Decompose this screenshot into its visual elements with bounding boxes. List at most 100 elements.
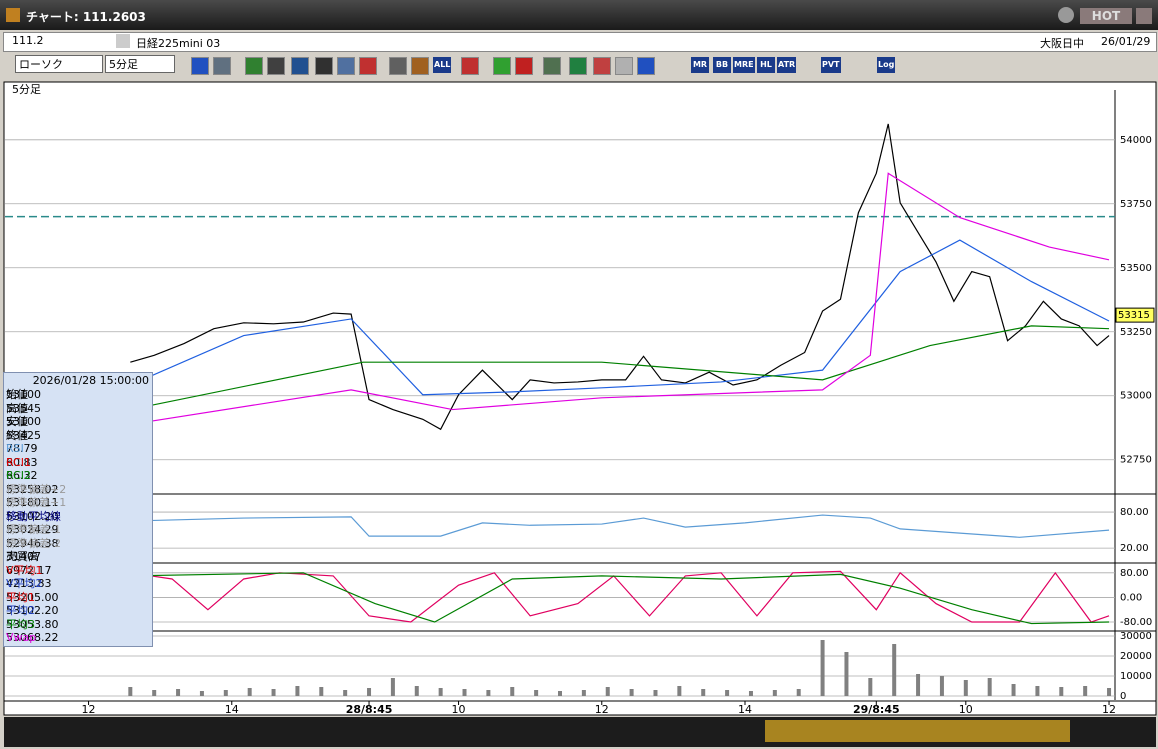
series-line bbox=[130, 514, 1110, 538]
interval-select[interactable]: 5分足 bbox=[105, 55, 175, 73]
chart-frame bbox=[3, 81, 1157, 716]
x-tick-label: 14 bbox=[738, 703, 752, 716]
session: 大阪日中 bbox=[1040, 37, 1084, 50]
pane-label: 5分足 bbox=[12, 83, 41, 96]
symbol-name: 日経225mini 03 bbox=[136, 37, 221, 50]
info-value: 53024.29 bbox=[6, 523, 59, 536]
last-price-box bbox=[1115, 307, 1155, 323]
toolbar-icon[interactable] bbox=[593, 57, 611, 75]
chart-type-select[interactable]: ローソク bbox=[15, 55, 103, 73]
info-value: 31407 bbox=[6, 550, 41, 563]
y-tick-label: 20000 bbox=[1120, 651, 1152, 662]
volume-bar bbox=[462, 689, 467, 696]
x-tick-label: 29/8:45 bbox=[853, 703, 900, 716]
info-row: 終値 53425 bbox=[6, 429, 150, 442]
toolbar-icon[interactable] bbox=[461, 57, 479, 75]
volume-bar bbox=[1107, 688, 1112, 696]
volume-bar bbox=[987, 678, 992, 696]
toolbar-icon[interactable] bbox=[637, 57, 655, 75]
info-row: 売買高 31407 bbox=[6, 550, 150, 563]
toolbar-icon[interactable] bbox=[291, 57, 309, 75]
toolbar-icon[interactable] bbox=[359, 57, 377, 75]
info-value: 53205.00 bbox=[6, 590, 59, 604]
info-value: 53545 bbox=[6, 401, 41, 415]
volume-bar bbox=[1035, 686, 1040, 696]
info-value: 60.83 bbox=[6, 455, 38, 469]
info-value: 6972.17 bbox=[6, 563, 52, 577]
toolbar-button[interactable]: PVT bbox=[821, 57, 841, 73]
x-tick-label: 12 bbox=[595, 703, 609, 716]
info-label: 標準偏差-2 bbox=[6, 536, 61, 550]
info-row: 平均1 53205.00 bbox=[6, 591, 150, 604]
symbol-input[interactable]: 111.2 bbox=[9, 33, 117, 49]
volume-bar bbox=[939, 676, 944, 696]
volume-bar bbox=[701, 689, 706, 696]
volume-bar bbox=[1011, 684, 1016, 696]
toolbar-icon[interactable] bbox=[191, 57, 209, 75]
volume-bar bbox=[510, 687, 515, 696]
toolbar-button[interactable]: MRE bbox=[733, 57, 755, 73]
info-row: RCI1 60.83 bbox=[6, 456, 150, 469]
info-panel: 2026/01/28 15:00:00 始値 53100 高値 53545 安値 5310… bbox=[3, 372, 153, 647]
toolbar-button[interactable]: ALL bbox=[433, 57, 452, 73]
toolbar-icon[interactable] bbox=[615, 57, 633, 75]
toolbar-icon[interactable] bbox=[213, 57, 231, 75]
volume-bar bbox=[748, 691, 753, 696]
info-label: RCI1 bbox=[6, 455, 32, 469]
toolbar-icon[interactable] bbox=[569, 57, 587, 75]
volume-bar bbox=[796, 689, 801, 696]
info-label: 標準偏差+1 bbox=[6, 496, 67, 509]
toolbar-icon[interactable] bbox=[245, 57, 263, 75]
hot-button[interactable]: HOT bbox=[1080, 8, 1132, 24]
toolbar-icon[interactable] bbox=[515, 57, 533, 75]
volume-bar bbox=[414, 686, 419, 696]
toolbar-button[interactable]: Log bbox=[877, 57, 896, 73]
toolbar-icon[interactable] bbox=[543, 57, 561, 75]
y-tick-label: -80.00 bbox=[1120, 617, 1152, 628]
toolbar-button[interactable]: MR bbox=[691, 57, 709, 73]
info-label: V平均2 bbox=[6, 577, 43, 590]
dropdown-button[interactable] bbox=[116, 34, 130, 48]
toolbar-icon[interactable] bbox=[389, 57, 407, 75]
x-tick-label: 14 bbox=[225, 703, 239, 716]
y-tick-label: 10000 bbox=[1120, 671, 1152, 682]
volume-bar bbox=[629, 689, 634, 696]
volume-bar bbox=[677, 686, 682, 696]
scroll-thumb[interactable] bbox=[765, 720, 1070, 742]
info-value: 53102.20 bbox=[6, 509, 59, 523]
toolbar-icon[interactable] bbox=[315, 57, 333, 75]
help-button[interactable] bbox=[1058, 7, 1074, 23]
volume-bar bbox=[725, 690, 730, 696]
info-value: 53068.22 bbox=[6, 631, 59, 644]
y-tick-label: 80.00 bbox=[1120, 568, 1149, 579]
toolbar-icon[interactable] bbox=[411, 57, 429, 75]
x-tick-label: 10 bbox=[959, 703, 973, 716]
info-value: 53425 bbox=[6, 428, 41, 442]
info-value: 52946.38 bbox=[6, 536, 59, 550]
toolbar-icon[interactable] bbox=[267, 57, 285, 75]
toolbar-icon[interactable] bbox=[493, 57, 511, 75]
toolbar-icon[interactable] bbox=[337, 57, 355, 75]
x-tick-label: 10 bbox=[452, 703, 466, 716]
volume-bar bbox=[892, 644, 897, 696]
toolbar-button[interactable]: HL bbox=[757, 57, 775, 73]
y-tick-label: 53500 bbox=[1120, 263, 1152, 274]
info-value: 53102.20 bbox=[6, 604, 59, 617]
info-label: 高値 bbox=[6, 401, 28, 415]
volume-bar bbox=[367, 688, 372, 696]
info-row: 標準偏差+2 53258.02 bbox=[6, 483, 150, 496]
volume-bar bbox=[343, 690, 348, 696]
info-value: 53258.02 bbox=[6, 482, 59, 496]
info-label: 売買高 bbox=[6, 550, 39, 563]
toolbar-button[interactable]: ATR bbox=[777, 57, 797, 73]
info-value: 53053.80 bbox=[6, 617, 59, 631]
info-row: RSI 78.79 bbox=[6, 442, 150, 455]
y-tick-label: 53000 bbox=[1120, 391, 1152, 402]
window-title: チャート: 111.2603 bbox=[26, 10, 146, 24]
y-tick-label: 0 bbox=[1120, 691, 1126, 702]
toolbar-button[interactable]: BB bbox=[713, 57, 731, 73]
close-button[interactable] bbox=[1136, 8, 1152, 24]
info-value: 4213.83 bbox=[6, 577, 52, 590]
volume-bar bbox=[868, 678, 873, 696]
